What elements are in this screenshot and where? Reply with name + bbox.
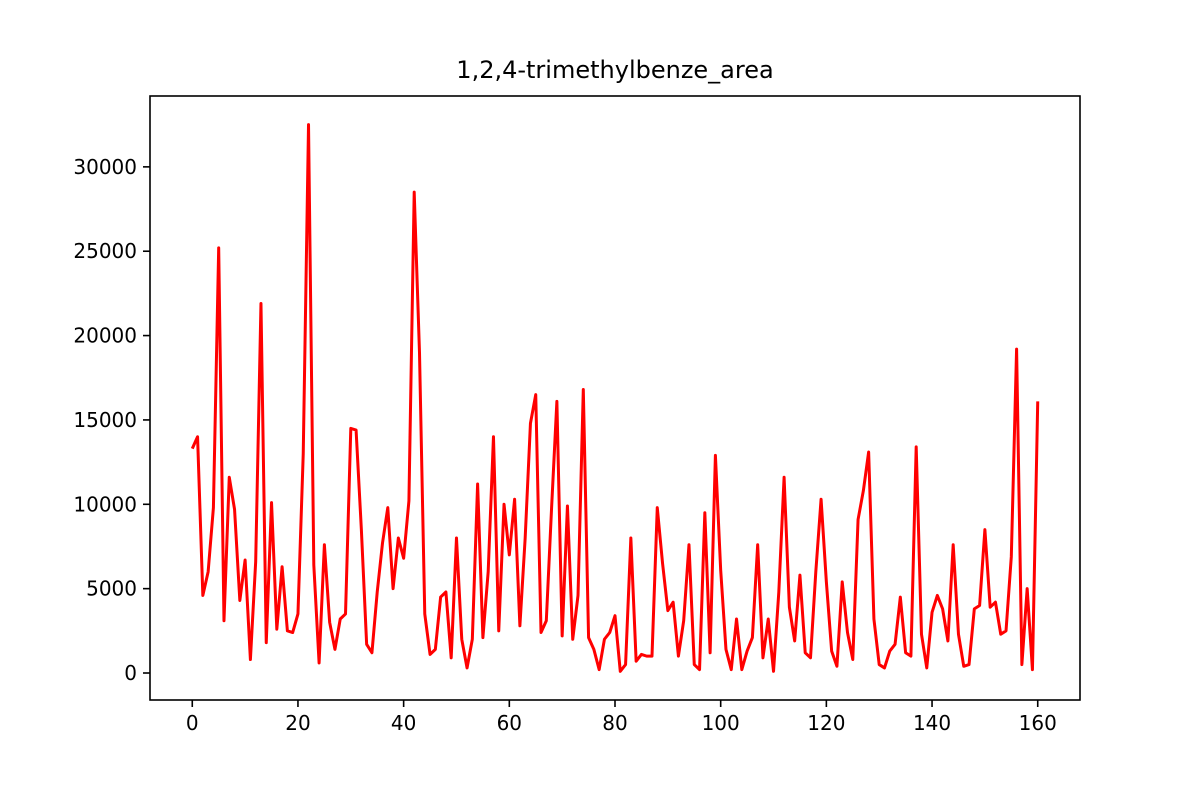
y-axis: 0 5000 10000 15000 20000 25000 30000 — [73, 155, 150, 685]
y-tick-label: 10000 — [73, 492, 137, 516]
x-tick-label: 120 — [807, 711, 845, 735]
x-tick-label: 60 — [497, 711, 522, 735]
y-tick-label: 25000 — [73, 239, 137, 263]
series-line — [190, 123, 1040, 673]
x-tick-label: 0 — [186, 711, 199, 735]
y-tick-label: 30000 — [73, 155, 137, 179]
x-tick-label: 100 — [702, 711, 740, 735]
y-tick-label: 0 — [124, 661, 137, 685]
plot-frame — [149, 95, 1081, 701]
x-tick-label: 40 — [391, 711, 416, 735]
chart-title: 1,2,4-trimethylbenze_area — [456, 56, 773, 84]
series-layer — [190, 123, 1040, 673]
x-tick-label: 140 — [913, 711, 951, 735]
x-axis: 0 20 40 60 80 100 120 140 160 — [186, 700, 1057, 735]
y-tick-label: 5000 — [86, 577, 137, 601]
x-tick-label: 80 — [602, 711, 627, 735]
y-tick-label: 20000 — [73, 324, 137, 348]
y-tick-label: 15000 — [73, 408, 137, 432]
x-tick-label: 160 — [1019, 711, 1057, 735]
x-tick-label: 20 — [285, 711, 310, 735]
